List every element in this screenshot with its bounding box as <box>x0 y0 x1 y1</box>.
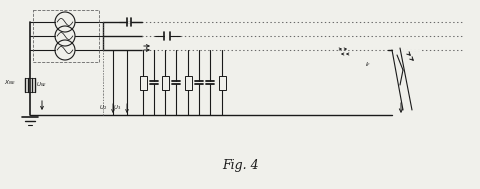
Bar <box>161 75 168 90</box>
Bar <box>140 75 146 90</box>
Text: $X_{NE}$: $X_{NE}$ <box>4 79 16 88</box>
Bar <box>218 75 226 90</box>
Text: $I_F$: $I_F$ <box>365 60 372 69</box>
Text: $U_3$: $U_3$ <box>113 104 121 112</box>
Text: $U_{NE}$: $U_{NE}$ <box>36 81 48 89</box>
Bar <box>33 10 99 62</box>
Bar <box>184 75 192 90</box>
Text: Fig. 4: Fig. 4 <box>222 159 258 171</box>
Text: $U_2$: $U_2$ <box>99 104 107 112</box>
